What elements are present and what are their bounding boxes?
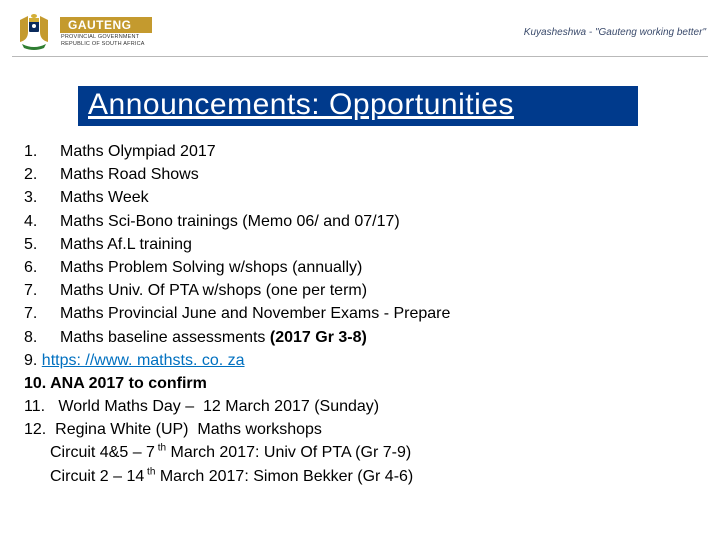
item-text: Maths Week	[60, 189, 149, 206]
header-tagline: Kuyasheshwa - "Gauteng working better"	[524, 27, 706, 38]
list-item: 7. Maths Provincial June and November Exa…	[24, 302, 720, 325]
brand-sub1: PROVINCIAL GOVERNMENT	[60, 33, 152, 40]
sub-post: March 2017: Univ Of PTA (Gr 7-9)	[166, 444, 411, 461]
content-area: 1. Maths Olympiad 2017 2. Maths Road Shows…	[0, 126, 720, 488]
sub-post: March 2017: Simon Bekker (Gr 4-6)	[155, 468, 413, 485]
logo-block: GAUTENG PROVINCIAL GOVERNMENT REPUBLIC O…	[14, 12, 152, 52]
list-item: 12. Regina White (UP) Maths workshops	[24, 418, 720, 441]
slide-header: GAUTENG PROVINCIAL GOVERNMENT REPUBLIC O…	[0, 0, 720, 58]
list-item: 5. Maths Af.L training	[24, 233, 720, 256]
item-number: 2.	[24, 163, 46, 186]
item-text-bold: (2017 Gr 3-8)	[270, 329, 367, 346]
item-number: 8.	[24, 326, 46, 349]
list-item: 6. Maths Problem Solving w/shops (annuall…	[24, 256, 720, 279]
list-item: 7. Maths Univ. Of PTA w/shops (one per te…	[24, 279, 720, 302]
list-item: 8. Maths baseline assessments (2017 Gr 3-…	[24, 326, 720, 349]
item-number: 9.	[24, 352, 42, 369]
title-bar: Announcements: Opportunities	[78, 86, 638, 126]
item-text: Maths Univ. Of PTA w/shops (one per term…	[60, 282, 367, 299]
sub-item: Circuit 2 – 14 th March 2017: Simon Bekk…	[24, 465, 720, 488]
item-text: Maths Sci-Bono trainings (Memo 06/ and 0…	[60, 213, 400, 230]
item-number: 4.	[24, 210, 46, 233]
item-number: 7.	[24, 302, 46, 325]
sub-item: Circuit 4&5 – 7 th March 2017: Univ Of P…	[24, 441, 720, 464]
brand-name: GAUTENG	[60, 17, 152, 33]
item-number: 1.	[24, 140, 46, 163]
brand-sub2: REPUBLIC OF SOUTH AFRICA	[60, 40, 152, 47]
list-item: 10. ANA 2017 to confirm	[24, 372, 720, 395]
header-divider	[12, 56, 708, 57]
ordinal-sup: th	[155, 443, 166, 454]
list-item: 4. Maths Sci-Bono trainings (Memo 06/ and…	[24, 210, 720, 233]
item-text: Maths baseline assessments (2017 Gr 3-8)	[60, 329, 367, 346]
list-item: 11. World Maths Day – 12 March 2017 (Sun…	[24, 395, 720, 418]
item-text: Maths Olympiad 2017	[60, 143, 216, 160]
item-text: Maths Road Shows	[60, 166, 199, 183]
item-number: 5.	[24, 233, 46, 256]
list-item: 3. Maths Week	[24, 186, 720, 209]
item-text: Maths Problem Solving w/shops (annually)	[60, 259, 362, 276]
list-item: 1. Maths Olympiad 2017	[24, 140, 720, 163]
item-text: Maths Provincial June and November Exams…	[60, 305, 450, 322]
list-item: 2. Maths Road Shows	[24, 163, 720, 186]
item-text: Maths Af.L training	[60, 236, 192, 253]
item-text-prefix: Maths baseline assessments	[60, 329, 270, 346]
item-number: 7.	[24, 279, 46, 302]
item-number: 6.	[24, 256, 46, 279]
slide-title: Announcements: Opportunities	[88, 88, 514, 121]
item-number: 3.	[24, 186, 46, 209]
list-item: 9. https: //www. mathsts. co. za	[24, 349, 720, 372]
maths-link[interactable]: https: //www. mathsts. co. za	[42, 352, 245, 369]
ordinal-sup: th	[144, 466, 155, 477]
coat-of-arms-icon	[14, 12, 54, 52]
sub-pre: Circuit 2 – 14	[50, 468, 144, 485]
brand-badge: GAUTENG PROVINCIAL GOVERNMENT REPUBLIC O…	[60, 17, 152, 48]
sub-pre: Circuit 4&5 – 7	[50, 444, 155, 461]
